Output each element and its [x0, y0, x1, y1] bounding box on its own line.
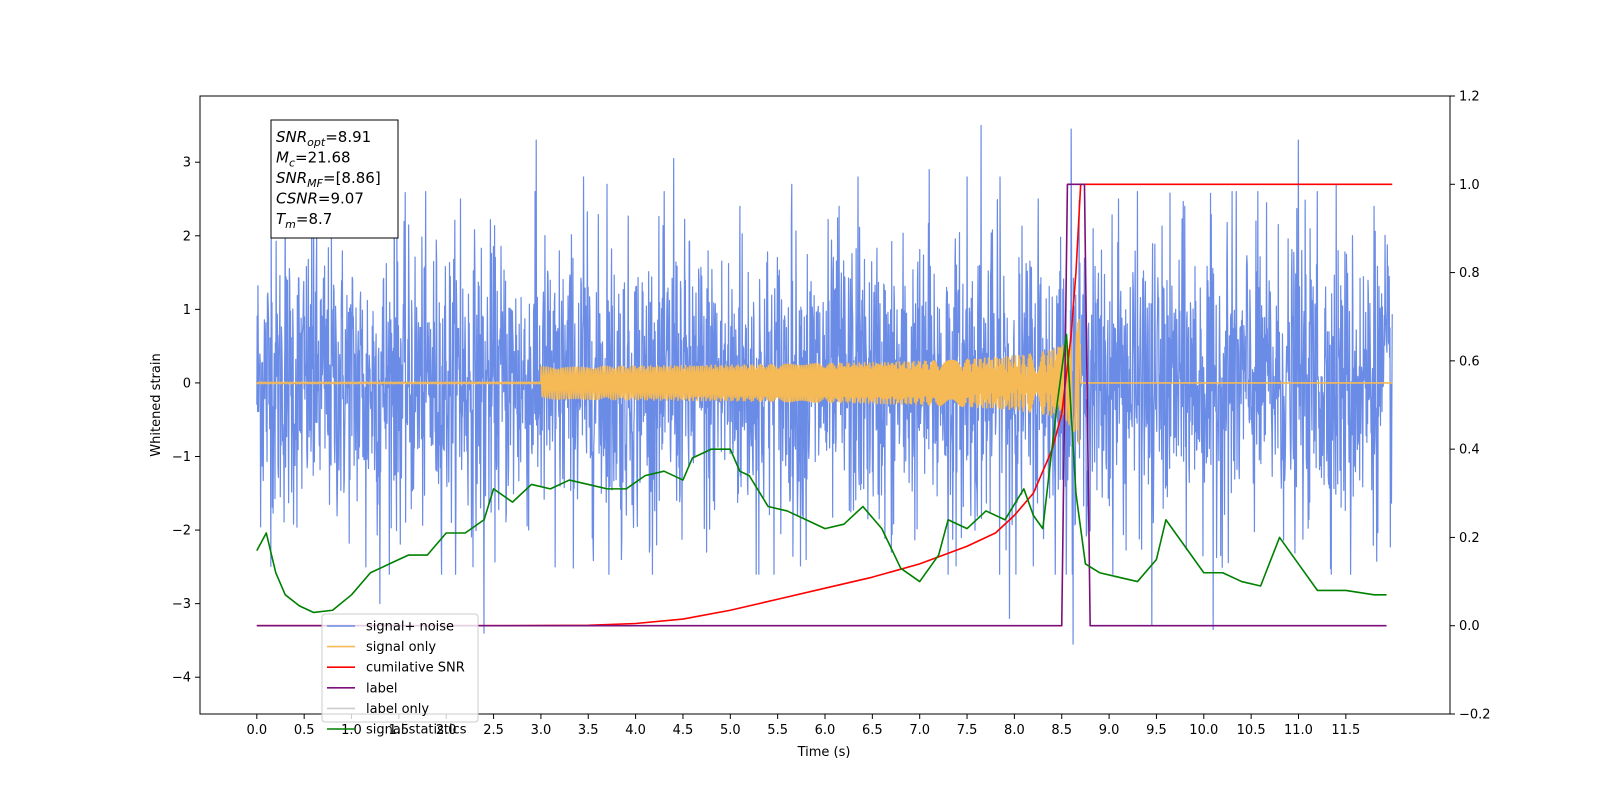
x-tick-label: 1.5: [389, 723, 410, 738]
series-cumilative-snr: [256, 183, 1393, 627]
x-tick-label: 8.5: [1051, 723, 1072, 738]
annotation-box: SNRopt=8.91Mc=21.68SNRMF=[8.86]CSNR=9.07…: [270, 119, 399, 239]
x-tick-label: 3.5: [578, 723, 599, 738]
series-signal-noise: [256, 124, 1393, 645]
x-tick-label: 9.0: [1099, 723, 1120, 738]
y-axis-left: −4 −3 −2 −1 0 1 2 3: [172, 156, 200, 686]
y-right-tick-label: 1.0: [1459, 178, 1480, 193]
x-tick-label: 5.0: [720, 723, 741, 738]
x-tick-label: 10.0: [1189, 723, 1218, 738]
x-tick-label: 1.0: [341, 723, 362, 738]
y-right-tick-label: 0.4: [1459, 443, 1480, 458]
legend-label: signal+ noise: [366, 620, 454, 635]
annotation-frame: [270, 119, 399, 239]
y-left-tick-label: 1: [183, 303, 191, 318]
legend: signal+ noise signal only cumilative SNR la…: [321, 613, 479, 738]
y-left-tick-label: 3: [183, 156, 191, 171]
x-axis: 0.0 0.5 1.0 1.5 2.0 2.5 3.0 3.5 4.0 4.5 5.0 5.5 6.0 6…: [246, 714, 1360, 738]
x-tick-label: 8.0: [1004, 723, 1025, 738]
y-right-tick-label: 0.8: [1459, 266, 1480, 281]
legend-label: label only: [366, 702, 429, 717]
x-tick-label: 5.5: [767, 723, 788, 738]
y-right-tick-label: 1.2: [1459, 90, 1480, 105]
legend-label: signal only: [366, 640, 436, 655]
y-right-tick-label: −0.2: [1459, 708, 1491, 723]
plot-area: [256, 124, 1393, 645]
x-tick-label: 3.0: [531, 723, 552, 738]
x-tick-label: 6.0: [815, 723, 836, 738]
x-tick-label: 2.5: [483, 723, 504, 738]
x-tick-label: 4.0: [625, 723, 646, 738]
legend-frame: [321, 613, 479, 723]
x-tick-label: 11.5: [1331, 723, 1360, 738]
series-signal-statistics: [256, 333, 1387, 614]
y-left-tick-label: −2: [172, 524, 191, 539]
y-left-tick-label: −3: [172, 597, 191, 612]
x-tick-label: 11.0: [1284, 723, 1313, 738]
y-left-tick-label: 0: [183, 376, 191, 391]
x-tick-label: 0.0: [246, 723, 267, 738]
y-right-tick-label: 0.0: [1459, 619, 1480, 634]
y-right-tick-label: 0.6: [1459, 354, 1480, 369]
annotation-line: CSNR=9.07: [276, 190, 364, 208]
x-tick-label: 4.5: [673, 723, 694, 738]
legend-label: label: [366, 681, 397, 696]
annotation-line: SNRMF=[8.86]: [276, 169, 381, 190]
y-right-tick-label: 0.2: [1459, 531, 1480, 546]
y-left-tick-label: −4: [172, 671, 191, 686]
y-axis-label-left: Whitened strain: [149, 353, 164, 456]
y-left-tick-label: 2: [183, 229, 191, 244]
legend-label: signal statistics: [366, 723, 467, 738]
annotation-line: SNRopt=8.91: [276, 128, 371, 149]
x-tick-label: 7.5: [957, 723, 978, 738]
annotation-line: Tm=8.7: [276, 210, 332, 231]
y-axis-right: −0.2 0.0 0.2 0.4 0.6 0.8 1.0 1.2: [1450, 90, 1491, 723]
y-left-tick-label: −1: [172, 450, 191, 465]
x-tick-label: 2.0: [436, 723, 457, 738]
x-tick-label: 7.0: [909, 723, 930, 738]
x-tick-label: 0.5: [294, 723, 315, 738]
legend-label: cumilative SNR: [366, 661, 465, 676]
series-signal-only: [256, 318, 1393, 445]
x-tick-label: 6.5: [862, 723, 883, 738]
x-tick-label: 10.5: [1237, 723, 1266, 738]
x-tick-label: 9.5: [1146, 723, 1167, 738]
annotation-line: Mc=21.68: [276, 149, 351, 170]
series-label: [256, 183, 1387, 627]
x-axis-label: Time (s): [797, 745, 851, 760]
